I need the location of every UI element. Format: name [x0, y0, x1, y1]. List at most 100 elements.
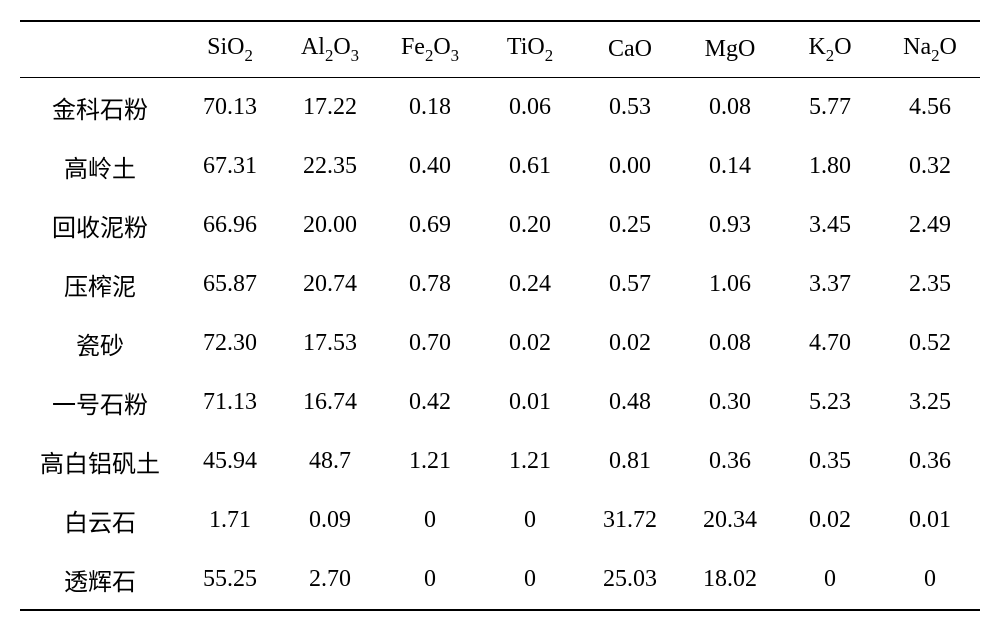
cell-value: 17.22	[280, 77, 380, 137]
cell-value: 70.13	[180, 77, 280, 137]
table-row: 白云石 1.71 0.09 0 0 31.72 20.34 0.02 0.01	[20, 491, 980, 550]
table-header-row: SiO2 Al2O3 Fe2O3 TiO2 CaO MgO K2O Na2O	[20, 21, 980, 77]
cell-value: 3.37	[780, 255, 880, 314]
cell-value: 17.53	[280, 314, 380, 373]
column-header-sio2: SiO2	[180, 21, 280, 77]
cell-value: 0.70	[380, 314, 480, 373]
cell-value: 4.56	[880, 77, 980, 137]
column-header-na2o: Na2O	[880, 21, 980, 77]
cell-value: 0.09	[280, 491, 380, 550]
cell-value: 1.80	[780, 137, 880, 196]
cell-value: 0.57	[580, 255, 680, 314]
cell-value: 0.40	[380, 137, 480, 196]
cell-value: 55.25	[180, 550, 280, 610]
cell-value: 4.70	[780, 314, 880, 373]
composition-table: SiO2 Al2O3 Fe2O3 TiO2 CaO MgO K2O Na2O 金…	[20, 20, 980, 611]
cell-value: 0.35	[780, 432, 880, 491]
cell-value: 0.08	[680, 314, 780, 373]
cell-value: 0.78	[380, 255, 480, 314]
row-label: 金科石粉	[20, 77, 180, 137]
table-row: 透辉石 55.25 2.70 0 0 25.03 18.02 0 0	[20, 550, 980, 610]
cell-value: 0.36	[680, 432, 780, 491]
cell-value: 20.34	[680, 491, 780, 550]
cell-value: 22.35	[280, 137, 380, 196]
table-row: 金科石粉 70.13 17.22 0.18 0.06 0.53 0.08 5.7…	[20, 77, 980, 137]
cell-value: 2.70	[280, 550, 380, 610]
cell-value: 0.81	[580, 432, 680, 491]
column-header-cao: CaO	[580, 21, 680, 77]
cell-value: 25.03	[580, 550, 680, 610]
cell-value: 0.24	[480, 255, 580, 314]
row-label: 透辉石	[20, 550, 180, 610]
row-label: 瓷砂	[20, 314, 180, 373]
cell-value: 72.30	[180, 314, 280, 373]
header-empty-cell	[20, 21, 180, 77]
cell-value: 71.13	[180, 373, 280, 432]
cell-value: 0.53	[580, 77, 680, 137]
cell-value: 0.02	[580, 314, 680, 373]
column-header-fe2o3: Fe2O3	[380, 21, 480, 77]
cell-value: 16.74	[280, 373, 380, 432]
cell-value: 1.21	[480, 432, 580, 491]
column-header-k2o: K2O	[780, 21, 880, 77]
composition-table-container: SiO2 Al2O3 Fe2O3 TiO2 CaO MgO K2O Na2O 金…	[20, 20, 980, 611]
cell-value: 0	[780, 550, 880, 610]
table-row: 高白铝矾土 45.94 48.7 1.21 1.21 0.81 0.36 0.3…	[20, 432, 980, 491]
cell-value: 0.20	[480, 196, 580, 255]
cell-value: 0.06	[480, 77, 580, 137]
row-label: 白云石	[20, 491, 180, 550]
cell-value: 18.02	[680, 550, 780, 610]
table-row: 压榨泥 65.87 20.74 0.78 0.24 0.57 1.06 3.37…	[20, 255, 980, 314]
cell-value: 1.71	[180, 491, 280, 550]
cell-value: 0.18	[380, 77, 480, 137]
cell-value: 20.00	[280, 196, 380, 255]
table-body: 金科石粉 70.13 17.22 0.18 0.06 0.53 0.08 5.7…	[20, 77, 980, 610]
cell-value: 45.94	[180, 432, 280, 491]
row-label: 高白铝矾土	[20, 432, 180, 491]
cell-value: 0	[380, 550, 480, 610]
cell-value: 0.02	[780, 491, 880, 550]
cell-value: 0.14	[680, 137, 780, 196]
table-row: 回收泥粉 66.96 20.00 0.69 0.20 0.25 0.93 3.4…	[20, 196, 980, 255]
cell-value: 0.48	[580, 373, 680, 432]
cell-value: 0.01	[480, 373, 580, 432]
table-row: 高岭土 67.31 22.35 0.40 0.61 0.00 0.14 1.80…	[20, 137, 980, 196]
cell-value: 3.45	[780, 196, 880, 255]
cell-value: 2.35	[880, 255, 980, 314]
cell-value: 0.30	[680, 373, 780, 432]
row-label: 回收泥粉	[20, 196, 180, 255]
cell-value: 0.25	[580, 196, 680, 255]
cell-value: 0	[380, 491, 480, 550]
cell-value: 48.7	[280, 432, 380, 491]
cell-value: 5.23	[780, 373, 880, 432]
cell-value: 0.93	[680, 196, 780, 255]
row-label: 压榨泥	[20, 255, 180, 314]
cell-value: 0.02	[480, 314, 580, 373]
cell-value: 1.06	[680, 255, 780, 314]
cell-value: 2.49	[880, 196, 980, 255]
cell-value: 0.61	[480, 137, 580, 196]
column-header-tio2: TiO2	[480, 21, 580, 77]
cell-value: 5.77	[780, 77, 880, 137]
cell-value: 0.08	[680, 77, 780, 137]
cell-value: 66.96	[180, 196, 280, 255]
cell-value: 1.21	[380, 432, 480, 491]
row-label: 高岭土	[20, 137, 180, 196]
cell-value: 0.42	[380, 373, 480, 432]
row-label: 一号石粉	[20, 373, 180, 432]
cell-value: 20.74	[280, 255, 380, 314]
cell-value: 0.69	[380, 196, 480, 255]
cell-value: 31.72	[580, 491, 680, 550]
cell-value: 0	[480, 550, 580, 610]
cell-value: 0.01	[880, 491, 980, 550]
column-header-al2o3: Al2O3	[280, 21, 380, 77]
cell-value: 0.00	[580, 137, 680, 196]
cell-value: 3.25	[880, 373, 980, 432]
column-header-mgo: MgO	[680, 21, 780, 77]
table-row: 瓷砂 72.30 17.53 0.70 0.02 0.02 0.08 4.70 …	[20, 314, 980, 373]
cell-value: 0	[480, 491, 580, 550]
cell-value: 0.36	[880, 432, 980, 491]
table-row: 一号石粉 71.13 16.74 0.42 0.01 0.48 0.30 5.2…	[20, 373, 980, 432]
cell-value: 0	[880, 550, 980, 610]
cell-value: 65.87	[180, 255, 280, 314]
